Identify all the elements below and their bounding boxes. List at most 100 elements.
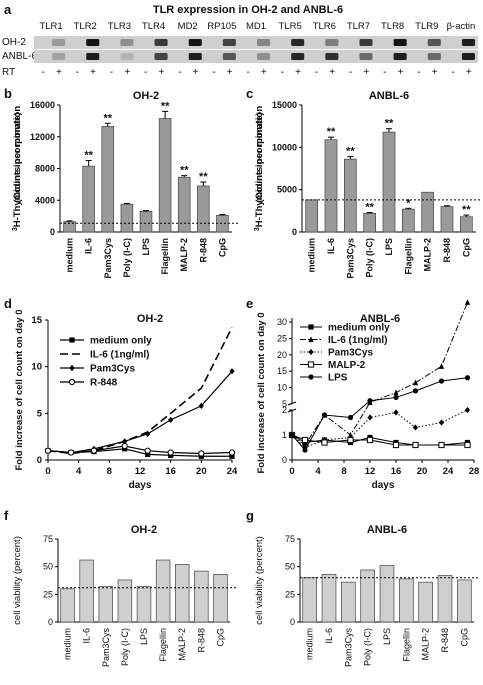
y-tick-label: 10: [31, 362, 42, 373]
data-point: [145, 430, 151, 437]
bar: [60, 588, 75, 623]
significance-mark: **: [346, 146, 355, 158]
gel-band: [291, 53, 305, 60]
x-tick-label: Pam3Cys: [101, 628, 111, 668]
y-axis-label: cell viability (percent): [254, 536, 265, 625]
panel-letter-f: f: [4, 508, 9, 523]
bar: [440, 206, 454, 233]
data-point: [301, 436, 309, 444]
series-line: [47, 370, 233, 454]
x-tick-label: CpG: [217, 238, 227, 257]
panel-letter-b: b: [4, 86, 12, 101]
y-tick-label: 75: [285, 534, 295, 544]
gel-band: [461, 53, 475, 60]
gel-panel: TLR1 TLR2 TLR3 TLR4 MD2 RP105 MD1 TLR5 TLR6 TLR7 T…: [2, 21, 478, 78]
gel-strip: [34, 50, 478, 63]
rt-mark: -: [212, 67, 215, 78]
y-tick-label: 15: [277, 366, 287, 376]
chart-title: ANBL-6: [369, 90, 409, 102]
rt-mark: -: [144, 67, 147, 78]
gel-band: [461, 39, 475, 46]
data-point: [412, 388, 419, 394]
x-tick-label: R-848: [442, 238, 452, 263]
gel-band: [257, 53, 271, 60]
panel-letter-e: e: [246, 296, 253, 311]
gel-band: [86, 53, 100, 60]
bar: [459, 216, 473, 233]
rt-mark: -: [76, 67, 79, 78]
rt-label: RT: [2, 67, 15, 78]
bar: [197, 185, 210, 233]
bar: [213, 574, 228, 623]
y-axis-label: cell viability (percent): [12, 536, 23, 625]
y-tick-label: 0: [50, 227, 55, 237]
x-tick-label: Poly (I-C): [122, 238, 132, 278]
bar: [158, 118, 172, 233]
figure-title: TLR expression in OH-2 and ANBL-6: [153, 4, 343, 16]
significance-mark: **: [103, 112, 112, 124]
bar: [82, 165, 95, 233]
data-point: [229, 368, 235, 375]
rt-mark: -: [246, 67, 249, 78]
gel-lane-label: TLR4: [142, 21, 165, 32]
bar: [98, 586, 114, 623]
data-point: [347, 414, 354, 421]
x-tick-label: 4: [315, 466, 321, 477]
rt-mark: +: [158, 67, 164, 78]
y-tick-label: 5: [37, 408, 43, 419]
bar: [418, 581, 433, 623]
x-tick-label: Poly (I-C): [120, 628, 130, 666]
rt-mark: -: [383, 67, 386, 78]
bar: [155, 559, 171, 623]
data-point: [393, 389, 399, 396]
x-tick-label: CpG: [459, 628, 469, 647]
significance-mark: **: [462, 204, 471, 216]
x-tick-label: IL-6: [84, 238, 94, 254]
x-tick-label: IL-6: [326, 238, 336, 254]
data-point: [392, 441, 400, 449]
legend-label: IL-6 (1ng/ml): [90, 350, 149, 361]
gel-band: [325, 53, 339, 60]
y-axis-label: Fold increase of cell count on day 0: [256, 312, 267, 473]
rt-mark: +: [124, 67, 130, 78]
gel-band: [427, 53, 441, 60]
x-tick-label: medium: [307, 238, 317, 273]
data-point: [438, 378, 445, 384]
y-tick-label: 0: [282, 455, 287, 465]
y-tick-label: 16000: [30, 100, 55, 110]
data-point: [438, 419, 445, 426]
data-point: [366, 436, 374, 444]
rt-mark: -: [281, 67, 284, 78]
y-tick-label: 10: [277, 383, 287, 393]
bar: [360, 569, 375, 623]
bar: [399, 578, 414, 623]
x-tick-label: Flagellin: [403, 238, 413, 275]
x-tick-label: 24: [443, 466, 454, 477]
x-tick-label: medium: [63, 628, 73, 660]
x-tick-label: 12: [365, 466, 376, 477]
x-tick-label: 12: [135, 466, 146, 477]
rt-mark: -: [110, 67, 113, 78]
significance-mark: *: [406, 197, 411, 209]
y-tick-label: 25: [277, 333, 287, 343]
gel-lane-label: TLR1: [39, 21, 62, 32]
gel-lane-label: TLR9: [415, 21, 438, 32]
bar: [216, 214, 229, 233]
gel-lane-label: MD1: [246, 21, 266, 32]
series-line: [291, 409, 468, 449]
x-tick-label: R-848: [196, 628, 206, 653]
y-tick-label: 8000: [35, 164, 55, 174]
y-tick-label: 1: [282, 430, 287, 440]
data-point: [367, 414, 373, 421]
data-point: [198, 450, 205, 457]
panel-c-chart: ANBL-6 0 5000 10000 15000 medium ** IL-6 ** Pam3C…: [254, 90, 482, 279]
rt-mark: +: [227, 67, 233, 78]
data-point: [464, 299, 471, 305]
x-tick-label: 20: [196, 466, 207, 477]
data-point: [438, 441, 445, 449]
rt-mark: -: [417, 67, 420, 78]
bar: [421, 191, 435, 233]
x-axis-label: days: [129, 480, 152, 491]
significance-mark: **: [180, 165, 189, 177]
